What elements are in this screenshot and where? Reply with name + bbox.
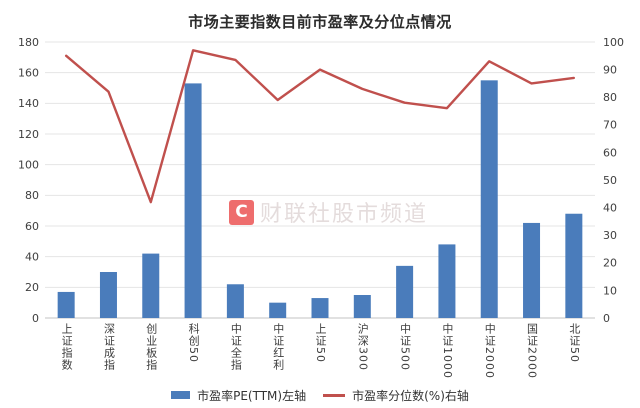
pe-bar [57,291,75,318]
legend-line-label: 市盈率分位数(%)右轴 [352,388,469,403]
pe-bar [353,295,371,318]
percentile-line [64,49,575,204]
pe-bar [438,244,456,318]
pe-bar [565,213,583,318]
x-axis-label: 科创50 [187,323,201,363]
pe-bar [311,298,329,318]
left-axis-tick: 180 [18,36,39,49]
x-axis-label: 沪深300 [356,323,370,371]
right-axis-tick: 70 [603,119,617,132]
left-axis-tick: 80 [25,189,39,202]
chart-title: 市场主要指数目前市盈率及分位点情况 [188,13,452,31]
x-axis-label: 上证指数 [60,323,74,371]
pe-bar [523,222,541,318]
right-axis-tick: 80 [603,91,617,104]
right-axis-tick: 0 [603,312,610,325]
x-axis-label: 国证2000 [525,323,539,379]
pe-bar [226,284,244,318]
right-axis-tick: 90 [603,63,617,76]
pe-bar [269,302,287,318]
right-axis-tick: 50 [603,174,617,187]
right-axis-tick: 10 [603,284,617,297]
left-axis-tick: 40 [25,251,39,264]
legend-bar-swatch [171,391,191,399]
x-axis-label: 北证50 [567,323,581,363]
legend-line-swatch [323,393,346,397]
pe-bar [184,83,202,319]
x-axis-label: 上证50 [314,323,327,363]
right-axis-tick: 100 [603,36,624,49]
right-axis-tick: 30 [603,229,617,242]
x-axis-label: 中证1000 [440,323,454,379]
pe-bar [142,253,160,318]
left-axis-tick: 100 [18,159,39,172]
right-axis-tick: 20 [603,257,617,270]
left-axis-tick: 20 [25,281,39,294]
legend: 市盈率PE(TTM)左轴 市盈率分位数(%)右轴 [0,386,640,404]
left-axis-tick: 140 [18,97,39,110]
left-axis-tick: 60 [25,220,39,233]
x-axis-label: 创业板指 [144,323,158,371]
left-axis-tick: 160 [18,67,39,80]
pe-bar [480,80,498,318]
x-axis-label: 中证500 [398,323,412,371]
right-axis-tick: 40 [603,201,617,214]
left-axis-tick: 0 [32,312,39,325]
right-axis-tick: 60 [603,146,617,159]
pe-bar [99,272,117,318]
legend-bar-label: 市盈率PE(TTM)左轴 [197,388,307,403]
x-axis-label: 中证红利 [271,323,285,371]
x-axis-label: 中证2000 [483,323,497,379]
x-axis-label: 深证成指 [102,323,116,371]
left-axis-tick: 120 [18,128,39,141]
pe-bar [396,265,414,318]
x-axis-label: 中证全指 [229,323,243,371]
